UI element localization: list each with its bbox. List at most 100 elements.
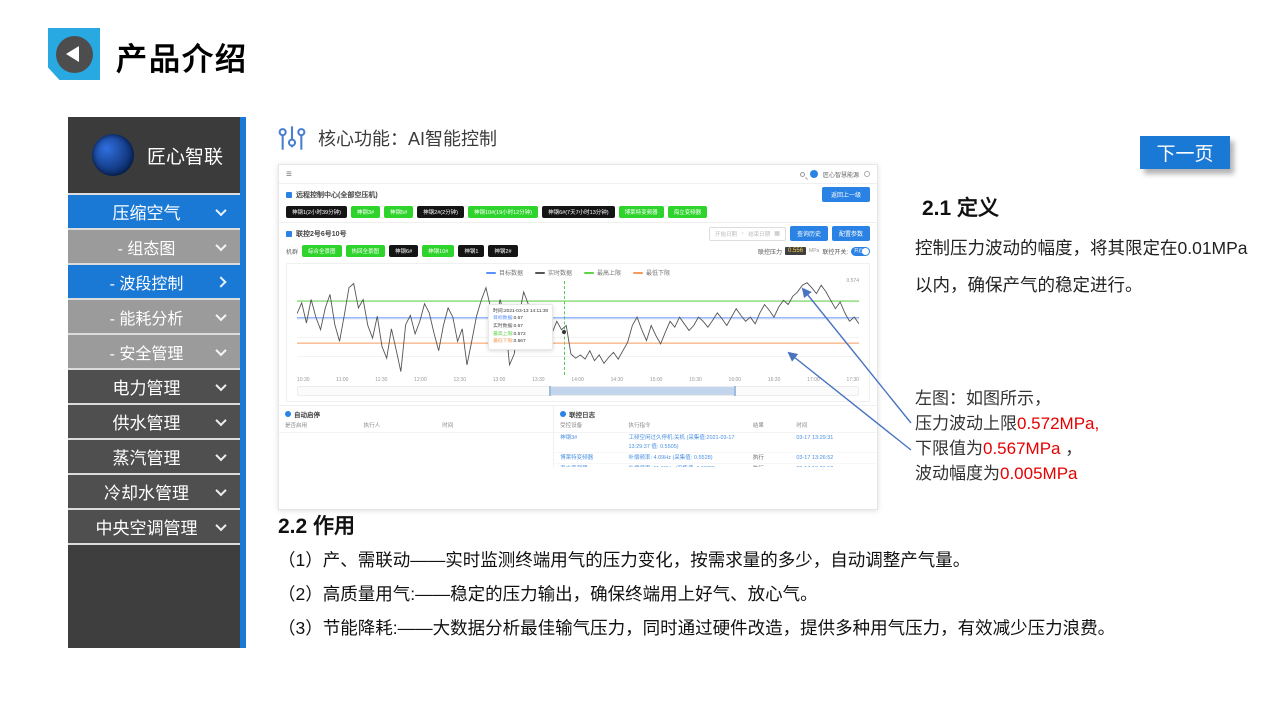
tooltip-row: 目标数据:0.57 (493, 315, 548, 323)
sidebar-item-label: - 能耗分析 (109, 310, 184, 328)
machine-button[interactable]: 神钢1(2小时39分钟) (286, 206, 347, 218)
cluster-button[interactable]: 神钢10# (422, 245, 455, 257)
cluster-button[interactable]: 热回全景图 (345, 245, 386, 257)
sidebar-item[interactable]: - 能耗分析 (68, 298, 240, 333)
cluster-label: 机群 (286, 249, 299, 256)
sidebar-item[interactable]: - 安全管理 (68, 333, 240, 368)
link-log-header: 联控日志 (554, 406, 877, 421)
annotation-line: 下限值为0.567MPa ， (915, 439, 1083, 458)
log-command: 补偿频率: 11.63Hz (采集值: 0.5528) (628, 465, 752, 467)
legend-item[interactable]: 目标数据 (485, 268, 523, 277)
legend-item[interactable]: 最低下限 (633, 268, 670, 277)
chevron-icon (215, 239, 227, 251)
table-row[interactable]: 神钢3# 工频空闲过久停机:关机 (采集值:2021-03-17 13:29:3… (554, 433, 877, 453)
machine-button[interactable]: 神钢10#(19小时12分钟) (468, 206, 539, 218)
back-button[interactable] (48, 28, 100, 80)
log-time: 03-17 13:26:52 (796, 454, 834, 461)
hamburger-icon[interactable]: ≡ (286, 168, 292, 180)
sidebar-item-label: 冷却水管理 (104, 484, 189, 503)
machine-button[interactable]: 博莱特变频器 (618, 206, 664, 218)
date-start-placeholder: 开始日期 (715, 231, 738, 238)
back-level-button[interactable]: 返回上一级 (821, 187, 870, 202)
hover-point-dot (561, 330, 566, 334)
tooltip-value: :0.567 (512, 339, 526, 345)
sidebar-item[interactable]: 蒸汽管理 (68, 438, 240, 473)
legend-item[interactable]: 实时数据 (534, 268, 572, 277)
machine-button[interactable]: 神钢3# (350, 206, 381, 218)
legend-item[interactable]: 最高上限 (584, 268, 621, 277)
pressure-label: 联控压力 (758, 249, 783, 256)
sidebar-item[interactable]: 冷却水管理 (68, 473, 240, 508)
fluctuation-value: 0.005MPa (1000, 464, 1078, 483)
legend-swatch (485, 271, 496, 274)
cluster-button[interactable]: 神钢6# (389, 245, 419, 257)
usage-heading: 2.2 作用 (278, 515, 356, 538)
link-log-columns: 受控设备 执行指令 结果 时间 (554, 421, 877, 434)
legend-label: 最低下限 (646, 271, 671, 277)
sidebar-item-label: 中央空调管理 (95, 519, 198, 538)
next-page-button[interactable]: 下一页 (1140, 136, 1230, 169)
sidebar-item[interactable]: 电力管理 (68, 368, 240, 403)
sidebar-item[interactable]: 中央空调管理 (68, 508, 240, 543)
x-axis-tick: 12:30 (453, 377, 466, 383)
gridline (297, 318, 859, 320)
x-axis-tick: 11:30 (375, 377, 388, 383)
cluster-row: 机群 综合全景图 热回全景图 神钢6# 神钢10# 神钢1 神钢2# 联控压力 (279, 244, 877, 261)
pressure-value: 0.556 (785, 247, 807, 255)
sidebar-item-label: - 波段控制 (109, 275, 184, 293)
config-button[interactable]: 配置参数 (831, 226, 870, 241)
datazoom-selection[interactable] (549, 386, 736, 396)
tooltip-time: 时间:2021-03-13 14:11:30 (493, 308, 549, 314)
cluster-button[interactable]: 神钢2# (488, 245, 518, 257)
tooltip-label: 实时数据 (493, 323, 513, 329)
log-result (753, 434, 797, 451)
toggle-knob (862, 247, 869, 255)
logo-icon (92, 134, 134, 176)
auto-start-header: 自动启停 (279, 406, 553, 421)
cluster-button[interactable]: 神钢1 (458, 245, 485, 257)
x-axis-tick: 17:00 (807, 377, 820, 383)
remote-center-title: 远程控制中心(全部空压机) (296, 191, 378, 199)
machine-button[interactable]: 神钢2#(2分钟) (417, 206, 464, 218)
auto-start-title: 自动启停 (294, 412, 320, 419)
core-heading-text: 核心功能：AI智能控制 (318, 129, 498, 149)
chart-legend: 目标数据 实时数据 最高上限 最低下限 (287, 264, 869, 279)
auto-start-columns: 是否启用 执行人 时间 (279, 421, 554, 434)
logo-text: 匠心智联 (147, 146, 224, 168)
legend-label: 目标数据 (498, 271, 523, 277)
definition-heading: 2.1 定义 (922, 197, 1000, 220)
date-range-input[interactable]: 开始日期 ~ 结束日期 ▦ (709, 226, 786, 241)
sidebar: 匠心智联 压缩空气 - 组态图 - 波段控制 (68, 117, 246, 648)
toggle-state: 开启 (854, 248, 863, 253)
sidebar-item[interactable]: - 组态图 (68, 228, 240, 263)
chart-series-svg (297, 281, 859, 375)
table-row[interactable]: 海立变频器 补偿频率: 11.63Hz (采集值: 0.5528) 执行 03-… (554, 464, 877, 467)
back-triangle (66, 46, 79, 62)
machine-buttons: 神钢1(2小时39分钟) 神钢3# 神钢5# 神钢2#(2分钟) 神钢10#(1… (279, 205, 877, 222)
cluster-button[interactable]: 综合全景图 (302, 245, 342, 257)
log-time: 03-17 13:29:31 (796, 435, 834, 442)
gear-icon[interactable] (864, 171, 870, 177)
sidebar-item[interactable]: 供水管理 (68, 403, 240, 438)
log-device: 博莱特变频器 (560, 454, 594, 461)
column-header: 执行人 (363, 423, 381, 429)
panel-icon (285, 411, 291, 417)
link-log-title: 联控日志 (569, 412, 596, 419)
table-row[interactable]: 博莱特变频器 补偿频率: 4.09Hz (采集值: 0.5528) 执行 03-… (554, 453, 877, 464)
link-switch-toggle[interactable]: 开启 (851, 246, 870, 256)
sidebar-item[interactable]: 压缩空气 (68, 193, 240, 228)
datazoom-slider[interactable] (297, 386, 859, 396)
query-button[interactable]: 查询历史 (789, 226, 828, 241)
avatar[interactable] (809, 170, 818, 178)
chevron-icon (215, 414, 227, 426)
chart-plot-area: 0.574 时间:2021-03-13 14:11:30 目标数据:0.57 实… (297, 278, 859, 375)
page-title: 产品介绍 (116, 42, 248, 77)
search-icon[interactable] (799, 171, 805, 177)
date-separator: ~ (741, 230, 745, 237)
machine-button[interactable]: 海立变频器 (667, 206, 708, 218)
machine-button[interactable]: 神钢6#(7天7小时13分钟) (542, 206, 615, 218)
tooltip-value: :0.572 (512, 331, 526, 337)
machine-button[interactable]: 神钢5# (384, 206, 414, 218)
x-axis-tick: 15:00 (649, 377, 663, 383)
sidebar-item[interactable]: - 波段控制 (68, 263, 240, 298)
